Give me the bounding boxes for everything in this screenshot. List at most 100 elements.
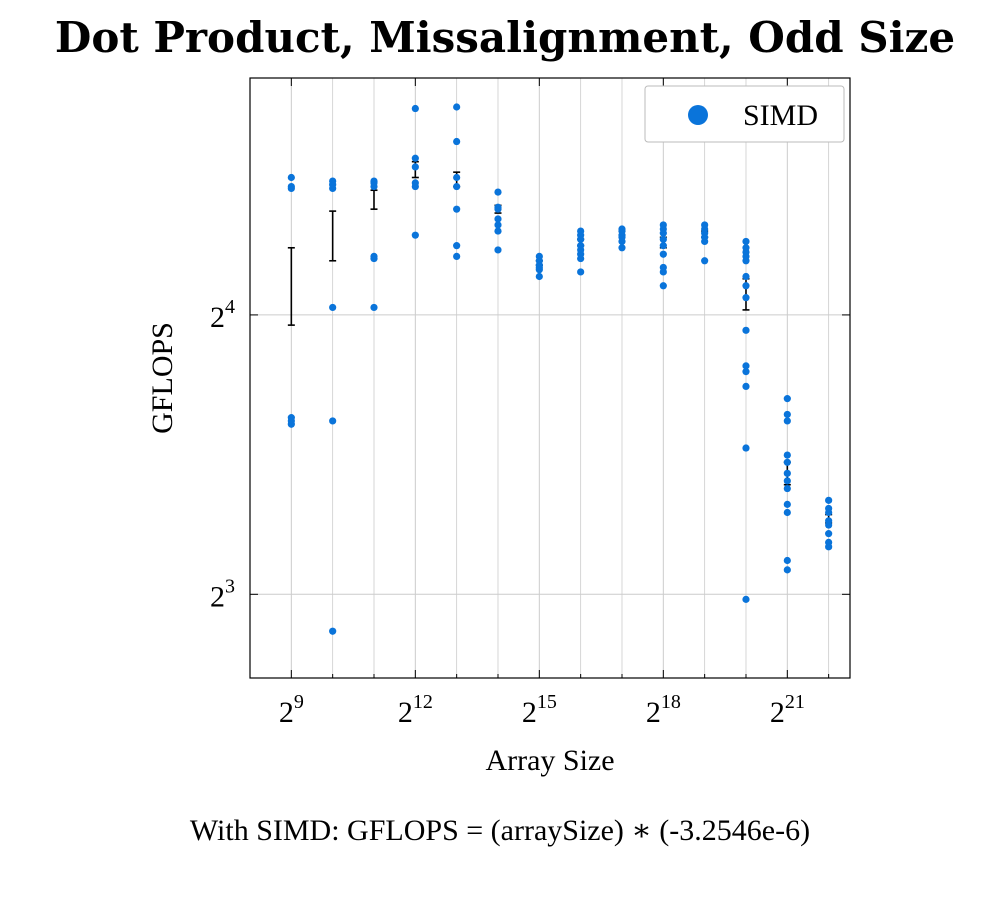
legend-marker-simd: [688, 105, 708, 125]
x-tick-label: 218: [646, 691, 681, 729]
x-tick-base: 2: [770, 696, 785, 729]
legend-box: [644, 85, 845, 143]
data-point: [411, 182, 419, 191]
data-point: [618, 244, 626, 252]
data-point: [411, 163, 419, 171]
data-point: [411, 104, 419, 113]
x-tick-labels: 29 212 215 218 221: [279, 691, 805, 729]
x-tick-base: 2: [398, 696, 413, 729]
data-point: [287, 184, 295, 192]
y-tick-base: 2: [210, 580, 225, 613]
data-point: [742, 362, 750, 370]
x-tick-exponent: 12: [413, 691, 433, 713]
plot-area-frame: [249, 77, 851, 679]
x-tick-label: 29: [279, 691, 304, 729]
data-point: [783, 477, 791, 485]
y-tick-label: 23: [210, 575, 235, 613]
data-point: [701, 257, 709, 265]
y-tick-base: 2: [210, 301, 225, 334]
y-tick-label: 24: [210, 296, 235, 334]
data-point: [287, 420, 295, 428]
data-point: [329, 417, 337, 425]
data-point: [825, 530, 833, 538]
x-tick-label: 221: [770, 691, 805, 729]
data-point: [742, 257, 750, 265]
legend-label-simd: SIMD: [743, 99, 818, 132]
data-point: [783, 500, 791, 508]
data-point: [411, 154, 419, 162]
y-tick-exponent: 3: [225, 575, 235, 597]
data-point: [742, 272, 750, 281]
data-point: [701, 237, 709, 246]
data-point: [742, 368, 750, 376]
data-point: [453, 103, 461, 111]
data-point: [453, 182, 461, 191]
data-point: [618, 237, 626, 246]
data-point: [659, 250, 667, 258]
data-point: [825, 508, 833, 517]
data-point: [783, 417, 791, 425]
y-axis-label: GFLOPS: [146, 322, 179, 434]
data-point: [825, 543, 833, 551]
data-point: [329, 184, 337, 192]
data-point: [494, 215, 502, 223]
x-tick-label: 212: [398, 691, 433, 729]
legend: SIMD: [644, 85, 845, 143]
x-tick-base: 2: [522, 696, 537, 729]
data-point: [742, 326, 750, 334]
error-bars: [287, 160, 833, 524]
data-point: [783, 410, 791, 419]
data-point: [453, 252, 461, 261]
x-tick-exponent: 9: [294, 691, 304, 713]
data-point: [535, 272, 543, 281]
data-point: [494, 205, 502, 213]
data-point: [494, 188, 502, 196]
data-point: [783, 395, 791, 403]
data-point: [742, 444, 750, 452]
data-point: [535, 266, 543, 274]
data-point: [783, 508, 791, 517]
data-point: [287, 173, 295, 182]
data-point: [742, 382, 750, 390]
data-point: [742, 282, 750, 290]
data-point: [494, 227, 502, 235]
data-point: [494, 221, 502, 229]
data-point: [659, 268, 667, 276]
data-point: [659, 229, 667, 237]
data-point: [659, 242, 667, 250]
x-tick-label: 215: [522, 691, 557, 729]
x-axis-label: Array Size: [485, 744, 614, 777]
data-point: [783, 469, 791, 477]
data-point: [329, 303, 337, 312]
data-point: [825, 496, 833, 504]
data-point: [494, 246, 502, 254]
regression-caption: With SIMD: GFLOPS = (arraySize) ∗ (-3.25…: [190, 814, 810, 847]
data-point: [742, 237, 750, 246]
data-point: [742, 294, 750, 302]
axis-ticks: [250, 78, 850, 678]
data-point: [742, 595, 750, 603]
data-point: [783, 484, 791, 493]
data-point: [825, 521, 833, 529]
data-point: [453, 137, 461, 146]
data-point: [329, 627, 337, 635]
data-point: [453, 173, 461, 182]
data-point: [453, 242, 461, 250]
x-tick-base: 2: [279, 696, 294, 729]
grid-lines: [250, 78, 850, 678]
data-point: [411, 231, 419, 239]
data-point: [577, 254, 585, 263]
data-point: [370, 182, 378, 191]
data-point: [659, 282, 667, 290]
x-tick-exponent: 21: [785, 691, 805, 713]
data-point: [577, 268, 585, 276]
data-point: [783, 458, 791, 466]
chart-title: Dot Product, Missalignment, Odd Size: [55, 13, 955, 62]
x-tick-exponent: 15: [537, 691, 557, 713]
data-point: [783, 451, 791, 459]
data-point: [783, 566, 791, 574]
data-points: [287, 103, 833, 635]
data-point: [783, 556, 791, 565]
y-tick-exponent: 4: [225, 296, 235, 318]
